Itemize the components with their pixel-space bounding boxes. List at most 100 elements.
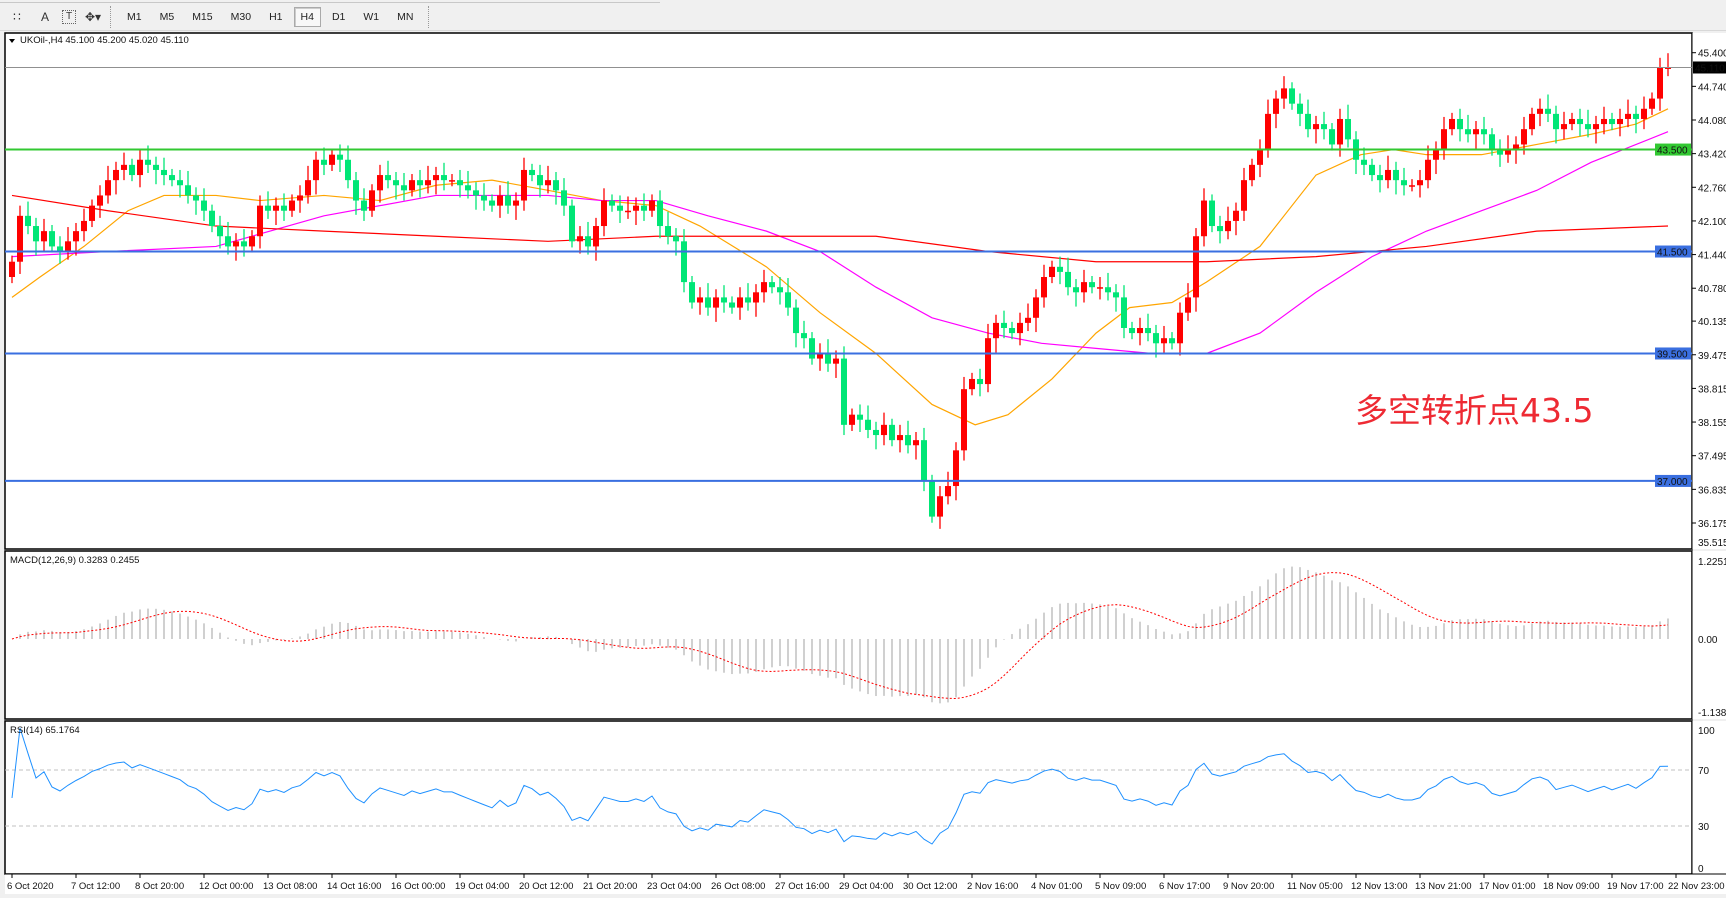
timeframe-h1-button[interactable]: H1 (269, 10, 283, 23)
y-tick-label: 36.835 (1698, 485, 1726, 496)
rsi-y-tick-label: 30 (1698, 822, 1710, 833)
candle (57, 236, 63, 264)
text-icon[interactable]: A (40, 9, 49, 24)
candle-body (849, 414, 855, 425)
candle-body (73, 231, 79, 242)
candle-body (913, 440, 919, 446)
candle-body (681, 241, 687, 283)
candle-body (1097, 287, 1103, 289)
candle (1145, 313, 1151, 342)
candle (305, 165, 311, 204)
candle (1321, 111, 1327, 140)
candle (321, 147, 327, 176)
candle-body (1233, 210, 1239, 221)
timeframe-mn-button[interactable]: MN (397, 10, 414, 23)
candle-body (113, 169, 119, 181)
candle-body (425, 180, 431, 186)
candle (865, 405, 871, 439)
timeframe-h4-button[interactable]: H4 (293, 6, 321, 27)
candle-body (1113, 292, 1119, 298)
candle (889, 418, 895, 447)
candle-body (217, 226, 223, 237)
timeframe-m1-button[interactable]: M1 (127, 10, 142, 23)
candle-body (1121, 297, 1127, 328)
candle-body (441, 175, 447, 181)
candle-body (529, 169, 535, 176)
candle (481, 183, 487, 211)
toolbar-separator (428, 5, 430, 28)
crosshair-grid-icon[interactable]: ∷ (13, 9, 21, 24)
candle-body (521, 169, 527, 201)
candle (393, 171, 399, 200)
candle-body (585, 236, 591, 247)
candle-body (1393, 169, 1399, 181)
candle-body (281, 205, 287, 211)
arrows-icon[interactable]: ✥▾ (84, 9, 102, 24)
candle (137, 149, 143, 188)
x-tick-label: 7 Oct 12:00 (71, 881, 120, 892)
candle-body (1049, 266, 1055, 278)
x-tick-label: 19 Oct 04:00 (455, 881, 509, 892)
candle (1241, 167, 1247, 221)
candle-body (1041, 277, 1047, 298)
candle-body (1625, 113, 1631, 119)
candle (129, 158, 135, 182)
candle (849, 408, 855, 431)
candle-body (1529, 113, 1535, 130)
candle-body (1129, 327, 1135, 334)
candle-body (881, 424, 887, 436)
candle (833, 350, 839, 378)
candle-body (1209, 200, 1215, 227)
candle-body (25, 215, 31, 227)
candle (1569, 112, 1575, 131)
timeframe-m15-button[interactable]: M15 (192, 10, 213, 23)
chart-canvas[interactable]: 45.400 44.740 44.080 43.420 42.760 42.100 41.4… (0, 31, 1726, 898)
timeframe-d1-button[interactable]: D1 (331, 10, 346, 23)
candle (513, 192, 519, 220)
candle-body (1497, 149, 1503, 155)
candle-body (1073, 287, 1079, 293)
x-tick-label: 12 Oct 00:00 (199, 881, 253, 892)
candle-body (177, 180, 183, 186)
x-tick-label: 22 Nov 23:00 (1668, 881, 1725, 892)
candle-body (1425, 159, 1431, 181)
candle (1049, 260, 1055, 284)
x-tick-label: 19 Nov 17:00 (1607, 881, 1664, 892)
candle-body (1025, 317, 1031, 323)
candle-body (305, 180, 311, 196)
candle-body (705, 297, 711, 308)
candle-body (657, 200, 663, 227)
timeframe-m5-button[interactable]: M5 (159, 10, 175, 23)
candle (1177, 302, 1183, 356)
candle-body (769, 282, 775, 288)
candle (601, 188, 607, 237)
candle-body (41, 231, 47, 242)
candle (713, 289, 719, 322)
candle (297, 185, 303, 213)
candle-body (9, 261, 15, 278)
candle (1265, 99, 1271, 158)
timeframe-m30-button[interactable]: M30 (230, 10, 252, 23)
candle-body (33, 226, 39, 242)
candle-body (617, 205, 623, 211)
timeframe-w1-button[interactable]: W1 (363, 10, 380, 23)
candle (1281, 76, 1287, 109)
candle (857, 404, 863, 432)
candle (273, 197, 279, 226)
candle-body (1313, 124, 1319, 130)
candle-body (569, 205, 575, 242)
candle-body (1193, 236, 1199, 298)
candle (1305, 99, 1311, 138)
x-tick-label: 23 Oct 04:00 (647, 881, 701, 892)
candle (1057, 256, 1063, 285)
candle-body (1377, 175, 1383, 181)
candle-body (1305, 113, 1311, 130)
candle (105, 165, 111, 204)
candle (817, 343, 823, 371)
candle-body (1657, 67, 1663, 99)
text-label-icon[interactable]: T (62, 9, 76, 24)
candle (801, 320, 807, 349)
candle-body (193, 195, 199, 201)
candle-body (1329, 129, 1335, 145)
candle (441, 162, 447, 191)
